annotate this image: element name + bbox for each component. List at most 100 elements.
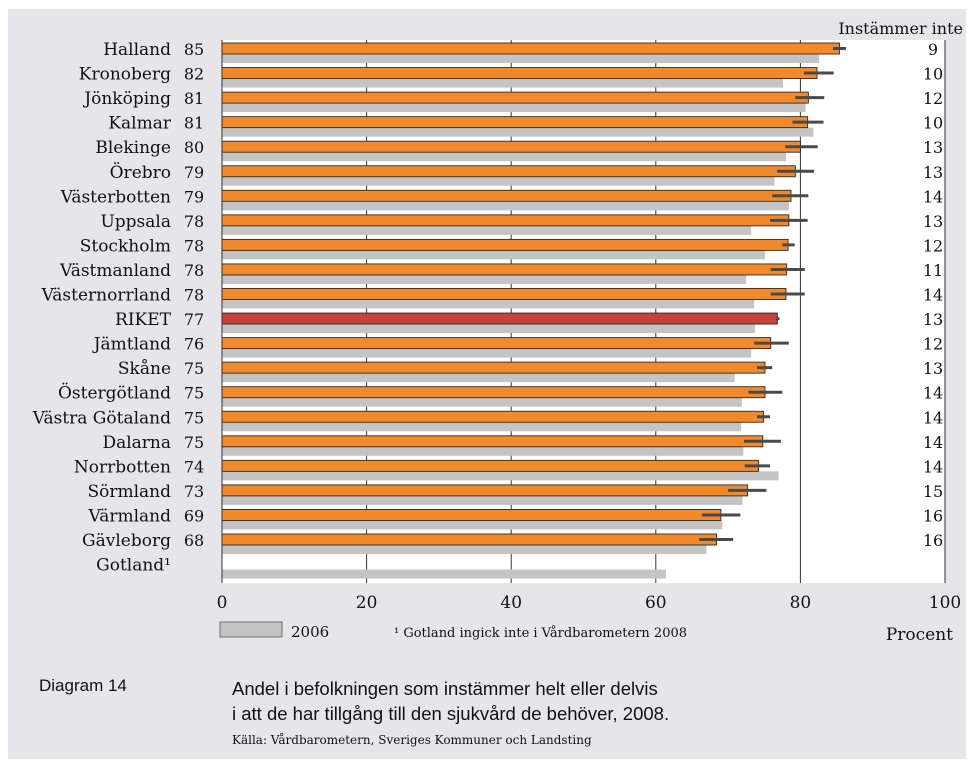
value-label: 74: [184, 457, 204, 476]
value-label: 75: [184, 408, 204, 427]
category-label: RIKET: [115, 310, 172, 330]
x-tick-labels: 0 20 40 60 80 100: [217, 593, 962, 613]
bar-2006: [222, 225, 752, 235]
category-label: Gävleborg: [82, 531, 171, 551]
x-tick-label: 80: [790, 593, 812, 613]
x-tick-label: 60: [645, 593, 667, 613]
disagree-value: 10: [923, 65, 943, 84]
category-label: Jönköping: [82, 89, 171, 109]
value-label: 78: [184, 236, 204, 255]
category-label: Gotland¹: [96, 556, 171, 576]
bar-2006: [222, 324, 755, 334]
x-tick-label: 100: [929, 593, 961, 613]
legend-label-2006: 2006: [291, 623, 329, 641]
value-label: 68: [184, 531, 204, 550]
bar-2006: [222, 201, 789, 211]
legend-swatch-2006: [219, 621, 283, 638]
value-labels: 85 82 81 81 80 79 79 78 78 78 78 77 76 75 75 75 75 74 73 69…: [184, 40, 204, 550]
category-label: Jämtland: [92, 335, 171, 355]
bar-2006: [222, 274, 747, 284]
bar-2008: [221, 459, 759, 472]
value-label: 78: [184, 212, 204, 231]
caption-source: Källa: Vårdbarometern, Sveriges Kommuner…: [232, 733, 592, 747]
value-label: 81: [184, 114, 204, 133]
disagree-value: 15: [923, 482, 943, 501]
bar-2008: [221, 386, 766, 399]
bar-2008: [221, 67, 818, 80]
series-2006: [222, 54, 820, 579]
value-label: 79: [184, 187, 204, 206]
bar-2006: [222, 152, 786, 162]
bar-2006: [222, 520, 723, 530]
bar-2006: [222, 299, 755, 309]
bar-2008: [221, 533, 717, 546]
disagree-value: 14: [923, 457, 943, 476]
category-label: Västra Götaland: [32, 408, 171, 428]
bar-2008: [221, 509, 722, 521]
disagree-value: 14: [923, 286, 943, 305]
disagree-value: 12: [923, 236, 943, 255]
disagree-value: 13: [923, 163, 943, 182]
disagree-value: 10: [923, 114, 943, 133]
value-label: 75: [184, 433, 204, 452]
category-label: Norrbotten: [74, 457, 171, 477]
value-label: 75: [184, 384, 204, 403]
bar-2008: [221, 263, 788, 276]
bar-2008: [221, 91, 809, 104]
value-label: 85: [184, 40, 204, 59]
bar-2008: [221, 214, 790, 227]
disagree-values: 9 10 12 10 13 13 14 13 12 11 14 13 12 13 14 14 14 14 15 16 1…: [923, 40, 943, 550]
x-tick-label: 0: [217, 593, 228, 613]
bar-2008: [221, 165, 796, 178]
value-label: 79: [184, 163, 204, 182]
value-label: 73: [184, 482, 204, 501]
category-label: Västerbotten: [60, 187, 171, 207]
category-label: Dalarna: [102, 433, 171, 453]
category-label: Halland: [103, 40, 171, 60]
category-label: Stockholm: [80, 236, 171, 256]
footnote: ¹ Gotland ingick inte i Vårdbarometern 2…: [394, 625, 687, 641]
disagree-value: 9: [928, 40, 938, 59]
value-label: 78: [184, 261, 204, 280]
bar-2006: [222, 569, 666, 579]
bar-2006: [222, 545, 707, 554]
caption-text: Andel i befolkningen som instämmer helt …: [232, 676, 792, 726]
bar-2008: [221, 238, 789, 251]
bar-2006: [222, 176, 775, 186]
category-labels: Halland Kronoberg Jönköping Kalmar Blekinge Ö…: [32, 40, 172, 576]
disagree-value: 13: [923, 359, 943, 378]
disagree-value: 12: [923, 89, 943, 108]
bar-2006: [222, 446, 744, 456]
value-label: 76: [184, 335, 204, 354]
category-label: Kronoberg: [79, 65, 171, 85]
x-tick-label: 40: [500, 593, 522, 613]
error-bars: [699, 47, 846, 541]
disagree-value: 16: [923, 506, 943, 525]
value-label: 78: [184, 286, 204, 305]
value-label: 75: [184, 359, 204, 378]
bar-2006: [222, 127, 814, 137]
category-label: Sörmland: [87, 482, 171, 502]
bar-2006: [222, 397, 742, 407]
caption-label: Diagram 14: [39, 676, 127, 695]
value-label: 81: [184, 89, 204, 108]
bar-2008: [221, 116, 809, 129]
bar-2006: [222, 54, 820, 63]
bar-2006: [222, 78, 784, 88]
bar-2008: [221, 435, 764, 448]
bar-2006: [222, 103, 806, 113]
disagree-value: 14: [923, 433, 943, 452]
value-label: 77: [184, 310, 204, 329]
disagree-value: 11: [923, 261, 943, 280]
bar-2008: [221, 484, 749, 497]
bar-2006: [222, 422, 742, 432]
bar-2008: [221, 140, 801, 153]
disagree-header: Instämmer inte: [838, 19, 963, 38]
bar-2008: [221, 410, 764, 423]
bar-2008: [221, 42, 840, 55]
category-label: Västmanland: [59, 261, 171, 281]
bar-2006: [222, 471, 779, 481]
category-label: Västernorrland: [41, 286, 172, 306]
disagree-value: 14: [923, 187, 943, 206]
disagree-value: 13: [923, 138, 943, 157]
